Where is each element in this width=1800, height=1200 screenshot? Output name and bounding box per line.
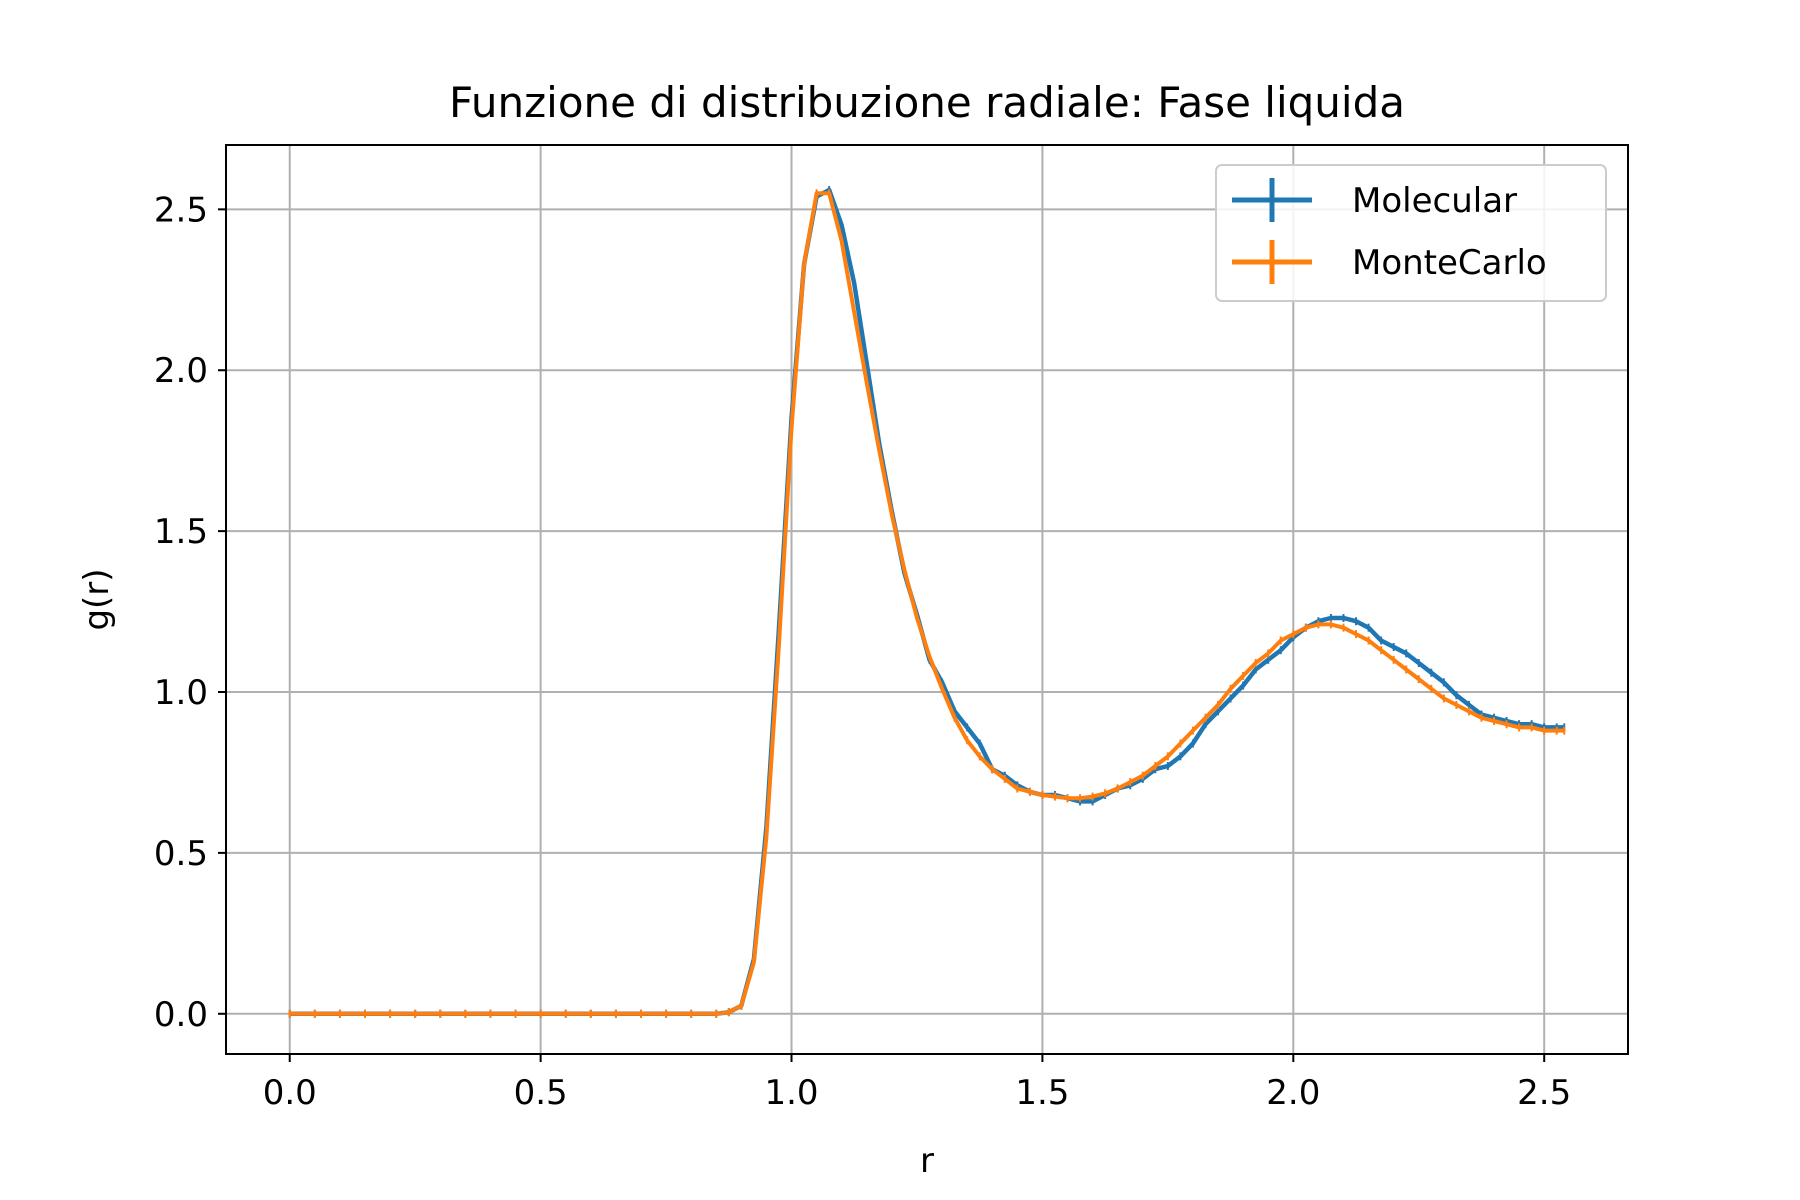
series-montecarlo — [288, 189, 1566, 1018]
x-tick-label: 0.5 — [514, 1073, 568, 1113]
legend-item: MonteCarlo — [1232, 240, 1547, 284]
x-axis: 0.0 0.5 1.0 1.5 2.0 2.5 — [263, 1054, 1571, 1113]
y-axis: 0.0 0.5 1.0 1.5 2.0 2.5 — [154, 190, 226, 1035]
x-axis-label: r — [920, 1141, 934, 1181]
plot-frame — [225, 144, 1629, 1055]
y-tick-label: 0.5 — [154, 834, 208, 874]
legend-box — [1215, 164, 1607, 302]
x-tick-label: 2.5 — [1517, 1073, 1571, 1113]
y-tick-label: 2.0 — [154, 351, 208, 391]
x-tick-label: 1.5 — [1015, 1073, 1069, 1113]
chart-title: Funzione di distribuzione radiale: Fase … — [449, 78, 1405, 127]
y-tick-label: 1.5 — [154, 512, 208, 552]
legend: Molecular MonteCarlo — [1215, 164, 1607, 302]
legend-item: Molecular — [1232, 178, 1517, 222]
grid — [226, 145, 1628, 1054]
x-tick-label: 2.0 — [1266, 1073, 1320, 1113]
y-tick-label: 1.0 — [154, 673, 208, 713]
x-tick-label: 0.0 — [263, 1073, 317, 1113]
y-axis-label: g(r) — [77, 568, 117, 630]
legend-label: MonteCarlo — [1352, 243, 1547, 283]
series-layer — [288, 186, 1566, 1018]
y-tick-label: 0.0 — [154, 995, 208, 1035]
x-tick-label: 1.0 — [764, 1073, 818, 1113]
y-tick-label: 2.5 — [154, 190, 208, 230]
legend-label: Molecular — [1352, 181, 1517, 221]
series-line — [289, 191, 1565, 1016]
